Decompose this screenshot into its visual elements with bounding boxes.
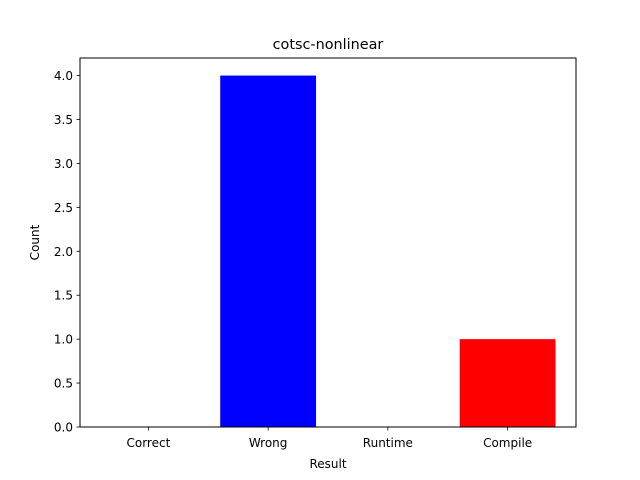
y-tick-label: 3.5	[54, 113, 73, 127]
y-tick-label: 0.5	[54, 377, 73, 391]
plot-frame	[79, 57, 577, 428]
y-tick-label: 2.0	[54, 245, 73, 259]
x-axis-label: Result	[309, 457, 346, 471]
bars-group	[220, 75, 556, 428]
bar-wrong	[220, 75, 317, 428]
y-tick-label: 1.0	[54, 333, 73, 347]
x-tick-label: Wrong	[249, 436, 288, 450]
y-tick-label: 0.0	[54, 421, 73, 435]
x-tick-label: Correct	[126, 436, 170, 450]
y-axis-ticks: 0.0 0.5 1.0 1.5 2.0 2.5 3.0 3.5 4.0	[54, 69, 80, 435]
chart-title: cotsc-nonlinear	[273, 37, 384, 53]
y-tick-label: 1.5	[54, 289, 73, 303]
y-tick-label: 3.0	[54, 157, 73, 171]
x-tick-label: Runtime	[363, 436, 413, 450]
x-axis-ticks: Correct Wrong Runtime Compile	[126, 427, 532, 450]
y-axis-label: Count	[28, 224, 42, 260]
y-tick-label: 2.5	[54, 201, 73, 215]
y-tick-label: 4.0	[54, 69, 73, 83]
bar-compile	[459, 339, 556, 427]
x-tick-label: Compile	[483, 436, 532, 450]
